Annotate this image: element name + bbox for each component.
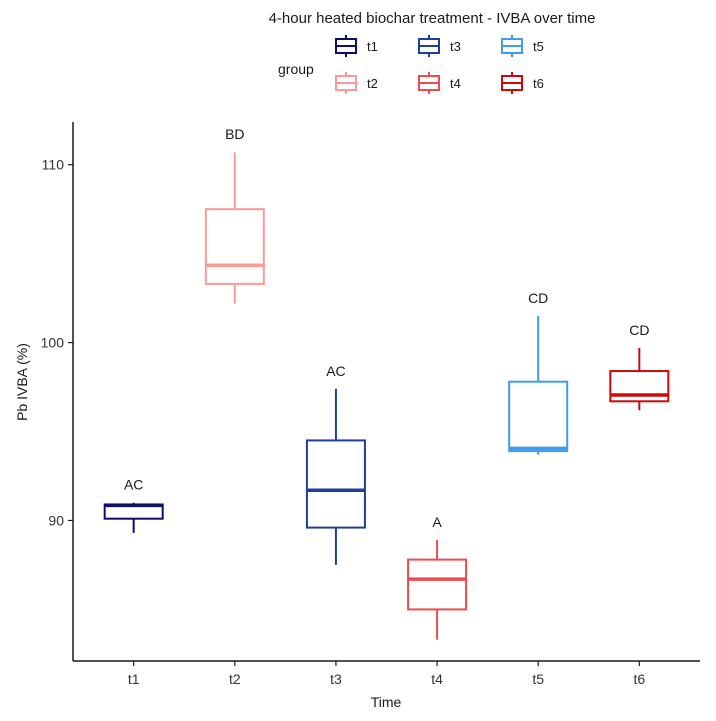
boxplot-key-icon	[335, 35, 357, 57]
legend-item-t3: t3	[418, 35, 461, 57]
x-tick-label: t6	[633, 671, 645, 687]
significance-label: BD	[225, 126, 244, 142]
legend-title: group	[278, 61, 314, 77]
y-tick-label: 90	[48, 512, 64, 528]
box-t6: CD	[609, 322, 670, 411]
legend-item-t1: t1	[335, 35, 378, 57]
legend: group t1 t3 t5 t2 t4 t6	[278, 35, 544, 94]
x-tick-label: t1	[128, 671, 140, 687]
legend-item-t6: t6	[501, 72, 544, 94]
box-t3: AC	[305, 363, 366, 565]
significance-label: CD	[528, 290, 548, 306]
x-axis-label: Time	[371, 694, 402, 710]
significance-label: CD	[629, 322, 649, 338]
significance-label: A	[432, 514, 442, 530]
box-body	[407, 558, 468, 611]
legend-label: t5	[533, 39, 544, 54]
boxplot-key-icon	[335, 72, 357, 94]
box-t1: AC	[103, 477, 164, 533]
axes: Time Pb IVBA (%)	[14, 122, 700, 710]
legend-label: t4	[450, 76, 461, 91]
boxplot-key-icon	[501, 35, 523, 57]
y-tick-label: 110	[42, 157, 65, 173]
y-ticks: 90 100 110	[41, 157, 73, 528]
y-axis-label: Pb IVBA (%)	[14, 343, 30, 421]
box-t4: A	[407, 514, 468, 640]
boxplot-key-icon	[501, 72, 523, 94]
legend-label: t6	[533, 76, 544, 91]
significance-label: AC	[326, 363, 345, 379]
x-tick-label: t4	[431, 671, 443, 687]
legend-item-t5: t5	[501, 35, 544, 57]
legend-label: t2	[367, 76, 378, 91]
box-body	[204, 208, 265, 285]
y-tick-label: 100	[41, 335, 65, 351]
x-tick-label: t2	[229, 671, 241, 687]
x-tick-label: t3	[330, 671, 342, 687]
legend-label: t1	[367, 39, 378, 54]
significance-label: AC	[124, 477, 143, 493]
x-tick-label: t5	[532, 671, 544, 687]
x-ticks: t1 t2 t3 t4 t5 t6	[128, 661, 645, 687]
legend-label: t3	[450, 39, 461, 54]
legend-item-t4: t4	[418, 72, 461, 94]
chart-title: 4-hour heated biochar treatment - IVBA o…	[269, 10, 596, 27]
boxes: AC BD AC A CD CD	[103, 126, 670, 640]
boxplot-key-icon	[418, 35, 440, 57]
boxplot-key-icon	[418, 72, 440, 94]
box-body	[305, 439, 366, 529]
box-body	[508, 380, 569, 453]
legend-item-t2: t2	[335, 72, 378, 94]
box-t2: BD	[204, 126, 265, 304]
box-t5: CD	[508, 290, 569, 455]
